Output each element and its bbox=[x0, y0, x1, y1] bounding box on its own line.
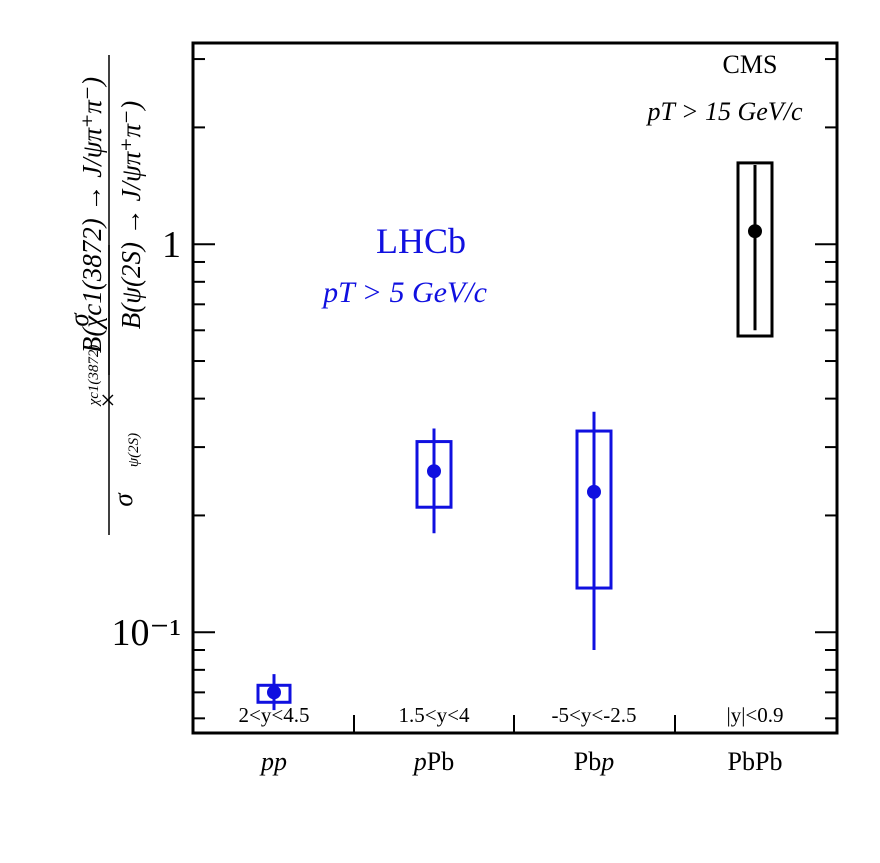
y-tick-label: 10⁻¹ bbox=[112, 612, 181, 654]
data-point-pp bbox=[267, 685, 281, 700]
x-category-label: Pbp bbox=[574, 747, 614, 776]
data-point-Pbp bbox=[587, 484, 601, 499]
y-title-denominator-subscript: ψ(2S) bbox=[126, 433, 142, 467]
rapidity-range-label: |y|<0.9 bbox=[726, 703, 783, 727]
data-point-PbPb bbox=[748, 224, 762, 239]
data-group bbox=[256, 161, 774, 711]
cms-pt-cut: pT > 15 GeV/c bbox=[646, 97, 803, 126]
y-axis-title: σ χc1(3872) σ ψ(2S) × B(χc1(3872) → J/ψπ… bbox=[64, 55, 146, 535]
x-category-label: pPb bbox=[412, 747, 454, 776]
rapidity-range-label: 1.5<y<4 bbox=[399, 703, 470, 727]
y-title-denominator-sigma: σ bbox=[108, 492, 138, 507]
x-category-label: pp bbox=[259, 747, 287, 776]
y-title-denominator-branching: B(ψ(2S) → J/ψπ⁺π⁻) bbox=[116, 101, 146, 330]
y-tick-label: 1 bbox=[162, 224, 181, 266]
rapidity-range-label: -5<y<-2.5 bbox=[552, 703, 637, 727]
data-point-pPb bbox=[427, 464, 441, 479]
cms-label: CMS bbox=[723, 50, 778, 79]
y-title-numerator-branching: B(χc1(3872) → J/ψπ⁺π⁻) bbox=[77, 77, 107, 353]
lhcb-pt-cut: pT > 5 GeV/c bbox=[321, 276, 487, 309]
y-title-times: × bbox=[93, 392, 123, 407]
syst-box-PbPb bbox=[736, 161, 774, 338]
lhcb-label: LHCb bbox=[376, 221, 466, 261]
plot-frame bbox=[191, 41, 839, 735]
x-category-label: PbPb bbox=[728, 747, 783, 776]
y-title-numerator-sigma: σ bbox=[64, 312, 94, 327]
y-title-numerator-subscript: χc1(3872) bbox=[86, 345, 102, 408]
